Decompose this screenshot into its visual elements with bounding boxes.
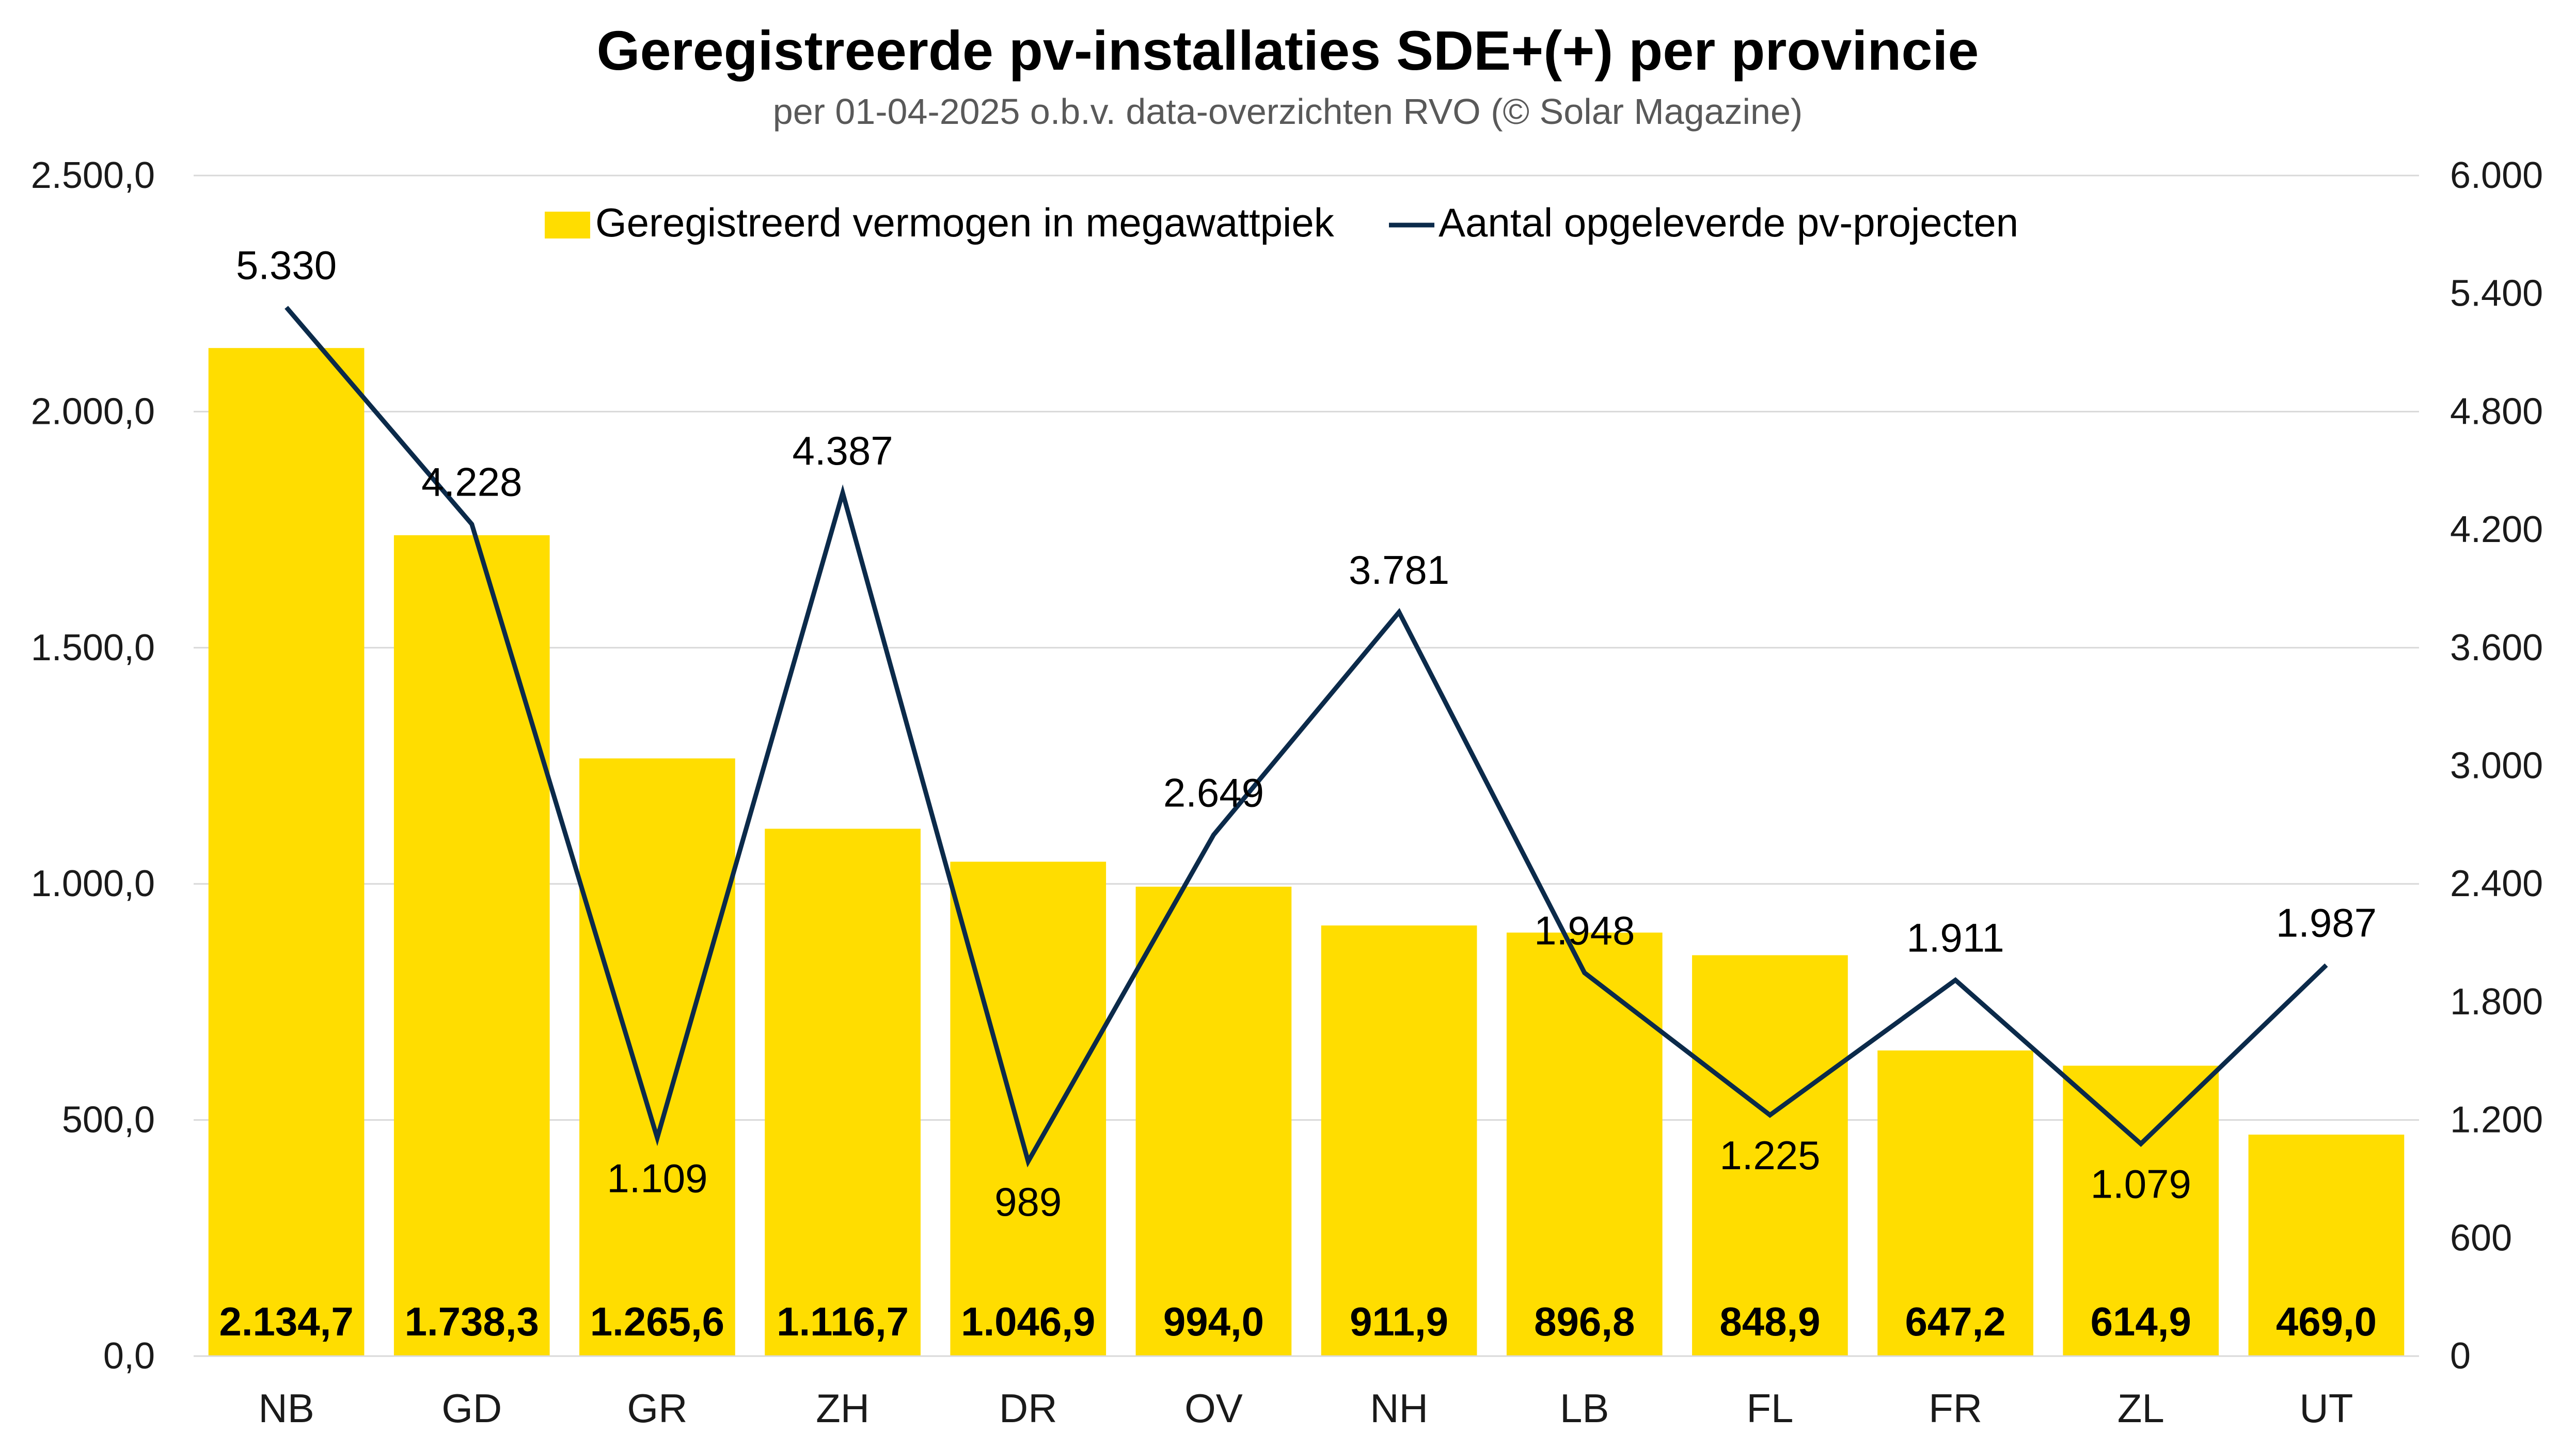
bar — [950, 862, 1107, 1356]
legend: Geregistreerd vermogen in megawattpiek A… — [545, 200, 2018, 245]
x-tick-label: ZL — [2117, 1386, 2164, 1431]
y-left-tick-label: 1.000,0 — [31, 863, 155, 904]
bar — [393, 535, 550, 1356]
y-right-tick-label: 1.200 — [2450, 1100, 2543, 1141]
y-left-tick-label: 500,0 — [62, 1100, 155, 1141]
bar-data-label: 614,9 — [2091, 1299, 2191, 1344]
bar-data-label: 1.265,6 — [590, 1299, 724, 1344]
y-axis-right: 0 600 1.200 1.800 2.400 3.000 3.600 4.200 4.800 5… — [2450, 155, 2543, 1377]
line-data-label: 1.911 — [1906, 915, 2004, 961]
line-data-label: 1.079 — [2091, 1161, 2191, 1207]
chart-subtitle: per 01-04-2025 o.b.v. data-overzichten R… — [773, 91, 1803, 132]
bar-data-label: 848,9 — [1719, 1299, 1820, 1344]
line-data-label: 5.330 — [236, 242, 337, 288]
bar — [1321, 925, 1477, 1356]
bar — [579, 758, 735, 1356]
x-tick-label: FL — [1746, 1386, 1793, 1431]
line-data-label: 3.781 — [1349, 547, 1449, 593]
line-data-label: 4.387 — [792, 428, 893, 473]
x-axis: NB GD GR ZH DR OV NH LB FL FR ZL UT — [194, 1355, 2419, 1431]
chart-title: Geregistreerde pv-installaties SDE+(+) p… — [596, 19, 1979, 82]
x-tick-label: LB — [1560, 1386, 1609, 1431]
bar-data-label: 2.134,7 — [219, 1299, 353, 1344]
legend-swatch-bar — [545, 212, 590, 238]
bar-data-label: 1.116,7 — [777, 1299, 909, 1344]
line-series — [285, 306, 2328, 1168]
y-right-tick-label: 0 — [2450, 1335, 2471, 1377]
x-tick-label: DR — [999, 1386, 1057, 1431]
y-left-tick-label: 0,0 — [103, 1335, 155, 1377]
bar-data-label: 911,9 — [1350, 1299, 1448, 1344]
line-data-label: 4.228 — [421, 459, 522, 504]
bar-data-label: 469,0 — [2276, 1299, 2377, 1344]
line-data-label: 1.948 — [1534, 907, 1635, 953]
bar — [1506, 932, 1663, 1356]
y-right-tick-label: 6.000 — [2450, 155, 2543, 196]
bar-data-label: 896,8 — [1534, 1299, 1635, 1344]
line-data-label: 989 — [994, 1179, 1062, 1224]
y-right-tick-label: 4.800 — [2450, 391, 2543, 432]
x-tick-label: UT — [2299, 1386, 2353, 1431]
x-tick-label: NB — [258, 1386, 314, 1431]
x-tick-label: OV — [1184, 1386, 1243, 1431]
x-tick-label: FR — [1929, 1386, 1982, 1431]
bar-data-label: 994,0 — [1163, 1299, 1264, 1344]
bar-data-label: 1.738,3 — [405, 1299, 539, 1344]
bar — [208, 348, 365, 1356]
y-right-tick-label: 3.600 — [2450, 627, 2543, 668]
gridlines — [194, 174, 2419, 1121]
line-data-label: 1.109 — [607, 1155, 707, 1201]
legend-label-line: Aantal opgeleverde pv-projecten — [1439, 200, 2018, 245]
y-left-tick-label: 2.500,0 — [31, 155, 155, 196]
bar-data-label: 647,2 — [1905, 1299, 2005, 1344]
y-right-tick-label: 5.400 — [2450, 273, 2543, 314]
bar — [1692, 955, 1848, 1356]
bar — [1135, 886, 1292, 1356]
x-tick-label: ZH — [816, 1386, 870, 1431]
y-left-tick-label: 2.000,0 — [31, 391, 155, 432]
bar — [765, 829, 921, 1356]
line-data-label: 2.649 — [1163, 770, 1264, 815]
y-right-tick-label: 3.000 — [2450, 745, 2543, 787]
y-right-tick-label: 1.800 — [2450, 981, 2543, 1023]
y-right-tick-label: 600 — [2450, 1217, 2512, 1259]
y-left-tick-label: 1.500,0 — [31, 627, 155, 668]
series-line — [285, 306, 2328, 1168]
bar-series — [208, 348, 2405, 1356]
bar — [2248, 1134, 2405, 1356]
bar — [1877, 1050, 2033, 1356]
line-data-label: 1.225 — [1719, 1133, 1820, 1178]
x-tick-label: GR — [627, 1386, 687, 1431]
bar — [2063, 1065, 2219, 1356]
x-tick-label: NH — [1370, 1386, 1428, 1431]
line-data-labels: 5.330 4.228 1.109 4.387 989 2.649 3.781 1.948 1.… — [236, 242, 2377, 1224]
bar-data-label: 1.046,9 — [961, 1299, 1095, 1344]
legend-label-bar: Geregistreerd vermogen in megawattpiek — [595, 200, 1335, 245]
y-right-tick-label: 2.400 — [2450, 863, 2543, 904]
y-right-tick-label: 4.200 — [2450, 509, 2543, 550]
bar-data-labels: 2.134,7 1.738,3 1.265,6 1.116,7 1.046,9 994,0… — [219, 1299, 2377, 1344]
line-data-label: 1.987 — [2276, 900, 2377, 946]
y-axis-left: 0,0 500,0 1.000,0 1.500,0 2.000,0 2.500,0 — [31, 155, 155, 1377]
x-tick-label: GD — [441, 1386, 502, 1431]
